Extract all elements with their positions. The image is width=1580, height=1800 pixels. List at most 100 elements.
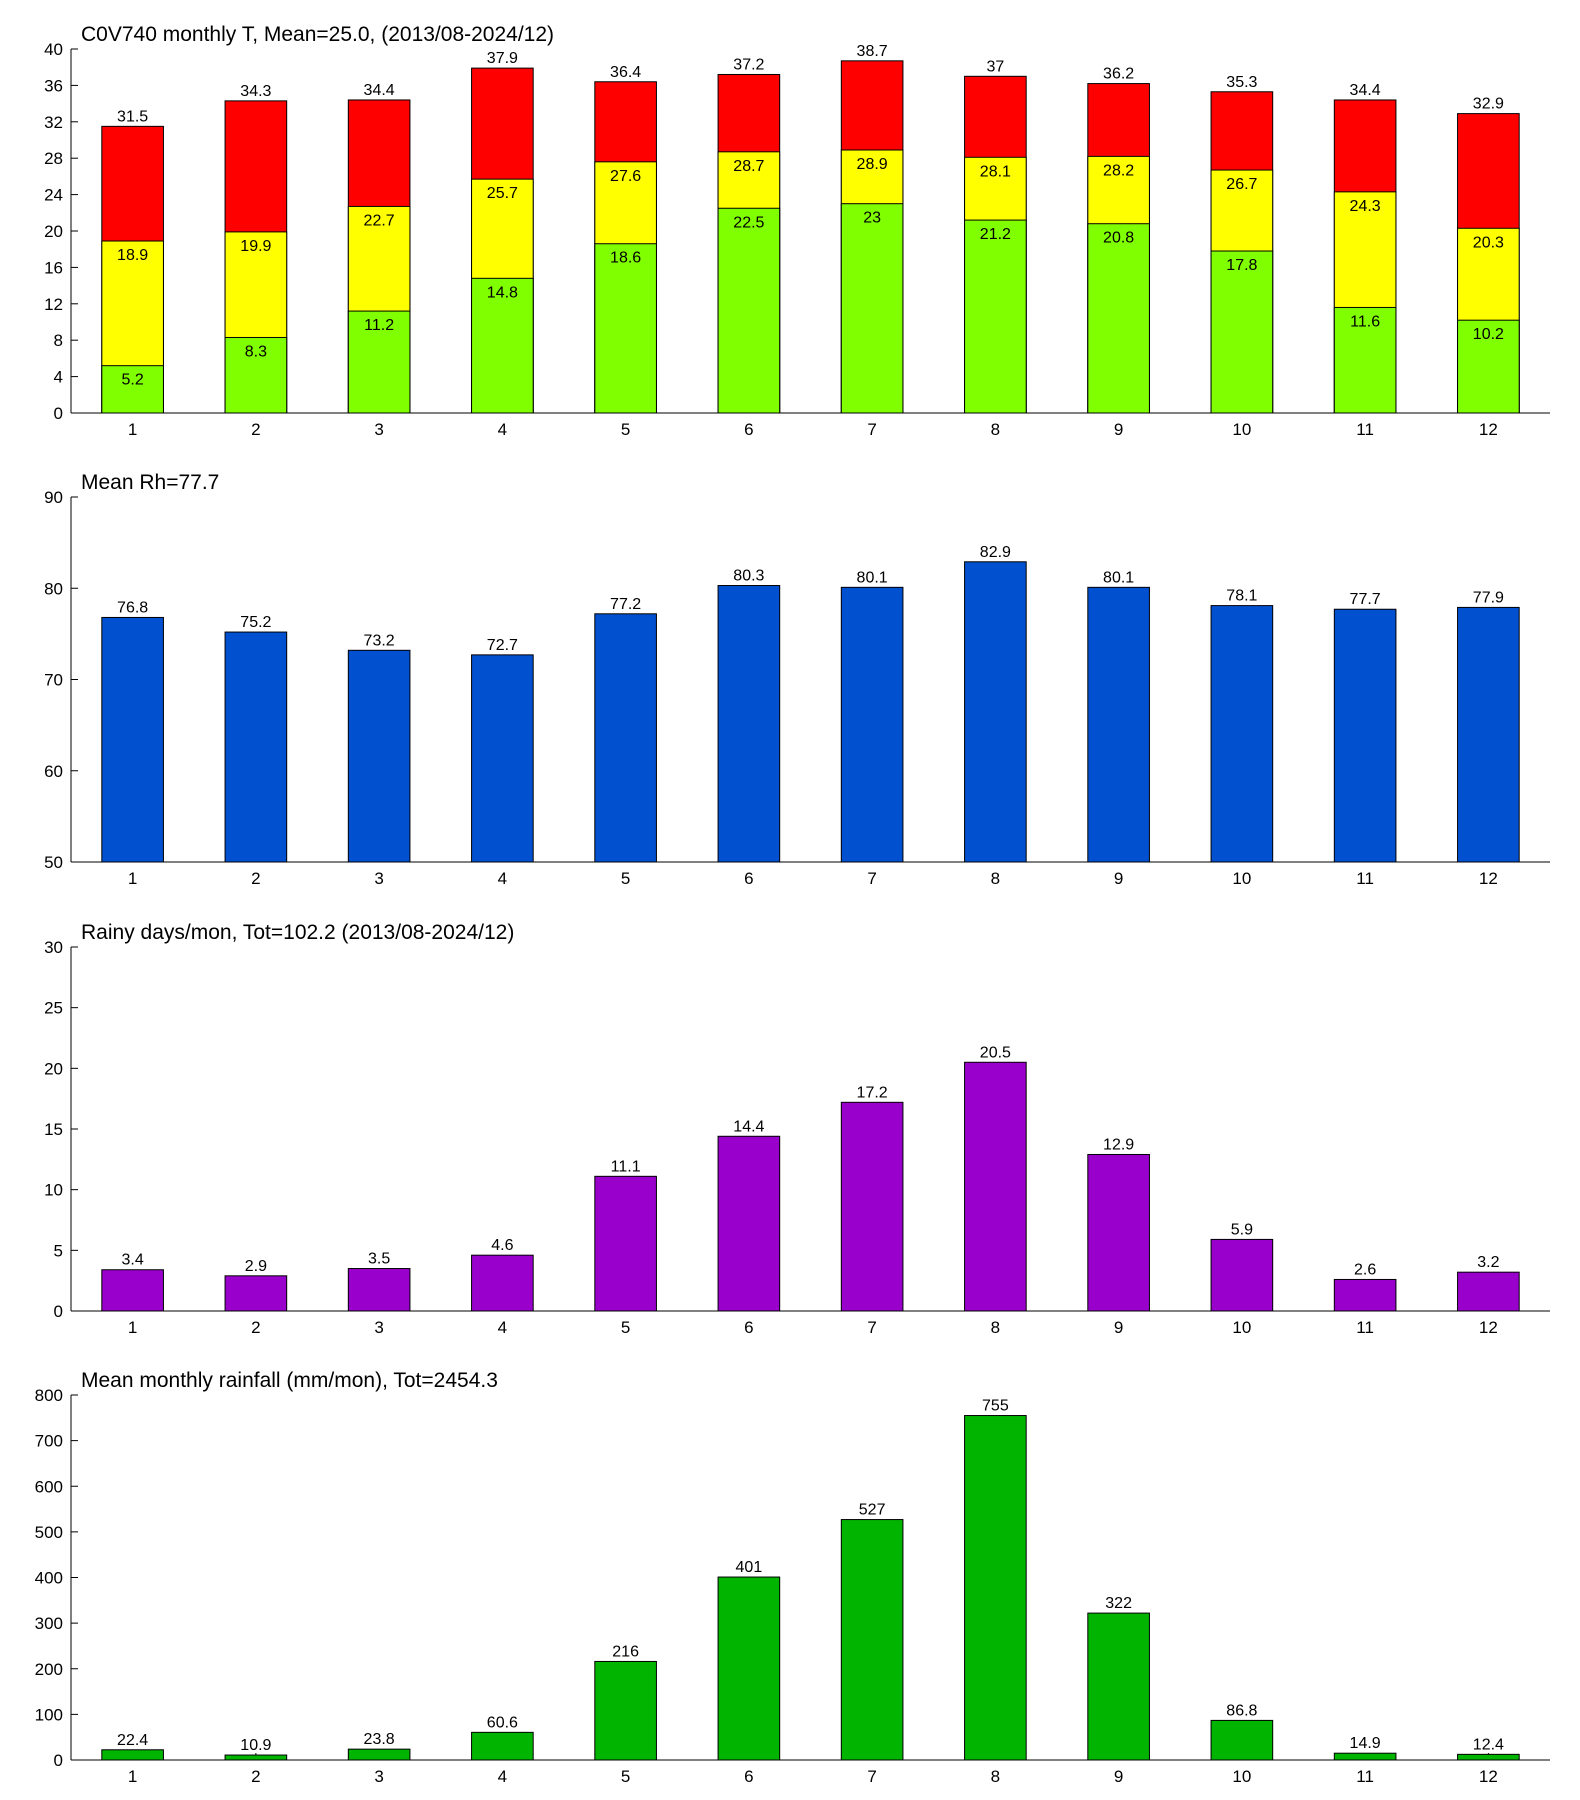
value-label: 38.7 [857,43,888,60]
chart-title: Mean Rh=77.7 [81,471,219,494]
y-tick-label: 0 [54,1751,63,1770]
x-tick-label: 2 [251,869,260,888]
y-tick-label: 600 [35,1477,63,1496]
value-label: 60.6 [487,1714,518,1731]
bar [1210,1238,1274,1312]
chart-title: Mean monthly rainfall (mm/mon), Tot=2454… [81,1369,498,1392]
value-label: 14.4 [733,1118,764,1135]
value-label: 76.8 [117,599,148,616]
bar [1210,250,1274,414]
value-label: 78.1 [1226,588,1257,605]
y-tick-label: 36 [44,76,63,95]
bar [1210,605,1274,863]
value-label: 80.3 [733,568,764,585]
x-tick-label: 9 [1114,420,1123,439]
value-label: 77.7 [1350,591,1381,608]
x-tick-label: 8 [991,869,1000,888]
x-tick-label: 2 [251,1767,260,1786]
value-label: 216 [612,1643,639,1660]
x-tick-label: 6 [744,1767,753,1786]
value-label: 77.9 [1473,589,1504,606]
x-tick-label: 1 [128,869,137,888]
value-label: 23.8 [364,1731,395,1748]
bar [1457,319,1520,414]
y-tick-label: 30 [44,938,63,957]
value-label: 19.9 [240,238,271,255]
y-tick-label: 200 [35,1660,63,1679]
y-tick-label: 0 [54,1302,63,1321]
y-tick-label: 5 [54,1241,63,1260]
value-label: 401 [736,1559,763,1576]
y-tick-label: 300 [35,1614,63,1633]
bar [594,1175,657,1312]
value-label: 20.5 [980,1044,1011,1061]
bar [1210,1719,1274,1761]
bar [594,613,657,863]
chart-title: C0V740 monthly T, Mean=25.0, (2013/08-20… [81,23,554,46]
x-tick-label: 11 [1356,869,1374,888]
x-tick-label: 8 [991,420,1000,439]
bar [717,207,781,414]
x-tick-label: 1 [128,1318,137,1337]
x-tick-label: 12 [1479,420,1498,439]
bar [964,1061,1027,1312]
bar [347,649,411,863]
value-label: 32.9 [1473,96,1504,113]
bar [101,1269,164,1312]
bar [1457,1271,1520,1312]
y-tick-label: 60 [44,762,63,781]
y-tick-label: 10 [44,1181,63,1200]
y-tick-label: 50 [44,853,63,872]
bar [347,310,411,414]
y-tick-label: 100 [35,1705,63,1724]
bar [840,203,904,414]
value-label: 22.5 [733,214,764,231]
value-label: 80.1 [857,569,888,586]
value-label: 28.1 [980,163,1011,180]
value-label: 34.4 [364,82,395,99]
value-label: 36.4 [610,64,641,81]
value-label: 11.2 [364,317,394,334]
bar [717,585,781,863]
x-tick-label: 2 [251,1318,260,1337]
value-label: 77.2 [610,596,641,613]
value-label: 22.7 [364,212,395,229]
bar [840,1519,904,1761]
x-tick-label: 9 [1114,1767,1123,1786]
value-label: 21.2 [980,226,1011,243]
x-tick-label: 3 [374,420,383,439]
x-tick-label: 10 [1232,1767,1251,1786]
x-tick-label: 10 [1232,1318,1251,1337]
x-tick-label: 6 [744,420,753,439]
bar [224,1754,288,1761]
y-tick-label: 28 [44,149,63,168]
y-tick-label: 70 [44,671,63,690]
value-label: 18.6 [610,250,641,267]
value-label: 27.6 [610,168,641,185]
value-label: 12.9 [1103,1136,1134,1153]
value-label: 14.9 [1350,1735,1381,1752]
value-label: 18.9 [117,247,148,264]
bar [1087,586,1150,863]
value-label: 34.4 [1350,82,1381,99]
bar [594,1660,657,1761]
value-label: 34.3 [240,83,271,100]
value-label: 31.5 [117,108,148,125]
bar [1333,608,1397,863]
x-tick-label: 11 [1356,1767,1374,1786]
x-tick-label: 11 [1356,420,1374,439]
value-label: 80.1 [1103,569,1134,586]
value-label: 17.2 [857,1084,888,1101]
x-tick-label: 3 [374,1767,383,1786]
x-tick-label: 11 [1356,1318,1374,1337]
chart-title: Rainy days/mon, Tot=102.2 (2013/08-2024/… [81,921,514,944]
value-label: 73.2 [364,632,395,649]
value-label: 17.8 [1226,257,1257,274]
value-label: 20.8 [1103,230,1134,247]
bar [717,1576,781,1761]
value-label: 322 [1105,1595,1132,1612]
value-label: 23 [863,210,881,227]
y-tick-label: 0 [54,404,63,423]
bar [347,1268,411,1312]
bar [471,1731,534,1761]
